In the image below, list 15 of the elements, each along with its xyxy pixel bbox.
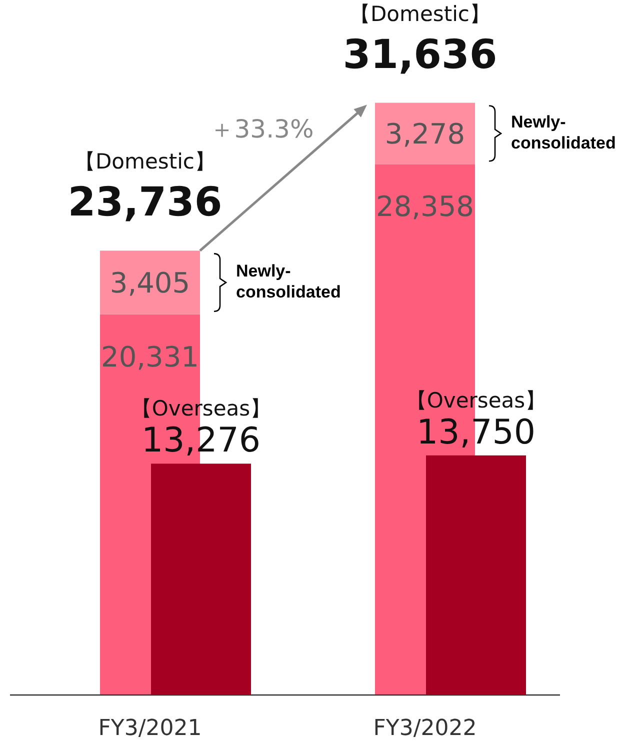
data-label: 3,278 [384,117,466,150]
data-label: 3,405 [110,266,190,300]
total-label: 31,636 [342,32,498,78]
bar [375,102,475,164]
x-tick-label: FY3/2021 [98,716,202,741]
annotation: 【Domestic】 [74,150,216,174]
text: 【Domestic】 [350,2,490,26]
total-label: 23,736 [68,180,222,226]
data-label: 20,331 [101,340,199,374]
bar [100,250,200,314]
data-label: 28,358 [376,190,474,224]
text: Newly-consolidated [511,112,616,152]
x-tick-label: FY3/2022 [373,716,477,741]
text: Newly-consolidated [236,262,341,302]
annotation: ＋33.3% [209,114,314,144]
